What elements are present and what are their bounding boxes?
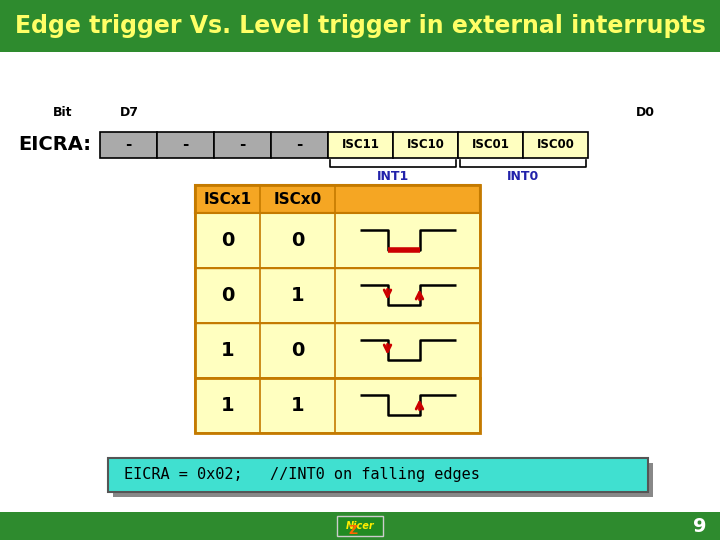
Bar <box>113 463 653 497</box>
Text: Z: Z <box>348 523 358 537</box>
Bar <box>214 132 271 158</box>
Text: ISC10: ISC10 <box>407 138 444 152</box>
Bar <box>393 132 458 158</box>
Text: D7: D7 <box>120 105 139 118</box>
Bar <box>458 132 523 158</box>
Text: -: - <box>297 138 302 152</box>
Bar <box>195 268 480 323</box>
Text: -: - <box>239 138 246 152</box>
Bar <box>523 132 588 158</box>
Text: D0: D0 <box>636 105 655 118</box>
Text: 1: 1 <box>291 396 305 415</box>
Text: 0: 0 <box>291 231 304 250</box>
Bar <box>0 52 720 512</box>
Text: ISC00: ISC00 <box>536 138 575 152</box>
Text: Bit: Bit <box>53 105 73 118</box>
Bar <box>271 132 328 158</box>
Bar <box>157 132 214 158</box>
Text: ISC11: ISC11 <box>341 138 379 152</box>
Bar <box>195 323 480 378</box>
Bar <box>100 132 157 158</box>
Text: 1: 1 <box>291 286 305 305</box>
Text: 0: 0 <box>221 231 234 250</box>
Text: 1: 1 <box>221 396 234 415</box>
Text: -: - <box>182 138 189 152</box>
Text: ISCx1: ISCx1 <box>204 192 251 206</box>
Text: 0: 0 <box>221 286 234 305</box>
Text: Nicer: Nicer <box>346 521 374 531</box>
Bar <box>0 512 720 540</box>
Bar <box>108 458 648 492</box>
Bar <box>195 185 480 213</box>
Bar <box>328 132 393 158</box>
Text: -: - <box>125 138 132 152</box>
Bar <box>337 516 383 536</box>
Text: Edge trigger Vs. Level trigger in external interrupts: Edge trigger Vs. Level trigger in extern… <box>14 14 706 38</box>
Text: 0: 0 <box>291 341 304 360</box>
Bar <box>195 213 480 268</box>
Text: ISCx0: ISCx0 <box>274 192 322 206</box>
Text: EICRA:: EICRA: <box>18 136 91 154</box>
Text: INT1: INT1 <box>377 170 409 183</box>
Text: ISC01: ISC01 <box>472 138 510 152</box>
Bar <box>195 378 480 433</box>
Bar <box>195 185 480 433</box>
Text: EICRA = 0x02;   //INT0 on falling edges: EICRA = 0x02; //INT0 on falling edges <box>124 468 480 483</box>
Text: INT0: INT0 <box>507 170 539 183</box>
Text: 9: 9 <box>693 516 707 536</box>
Text: 1: 1 <box>221 341 234 360</box>
Bar <box>0 0 720 52</box>
